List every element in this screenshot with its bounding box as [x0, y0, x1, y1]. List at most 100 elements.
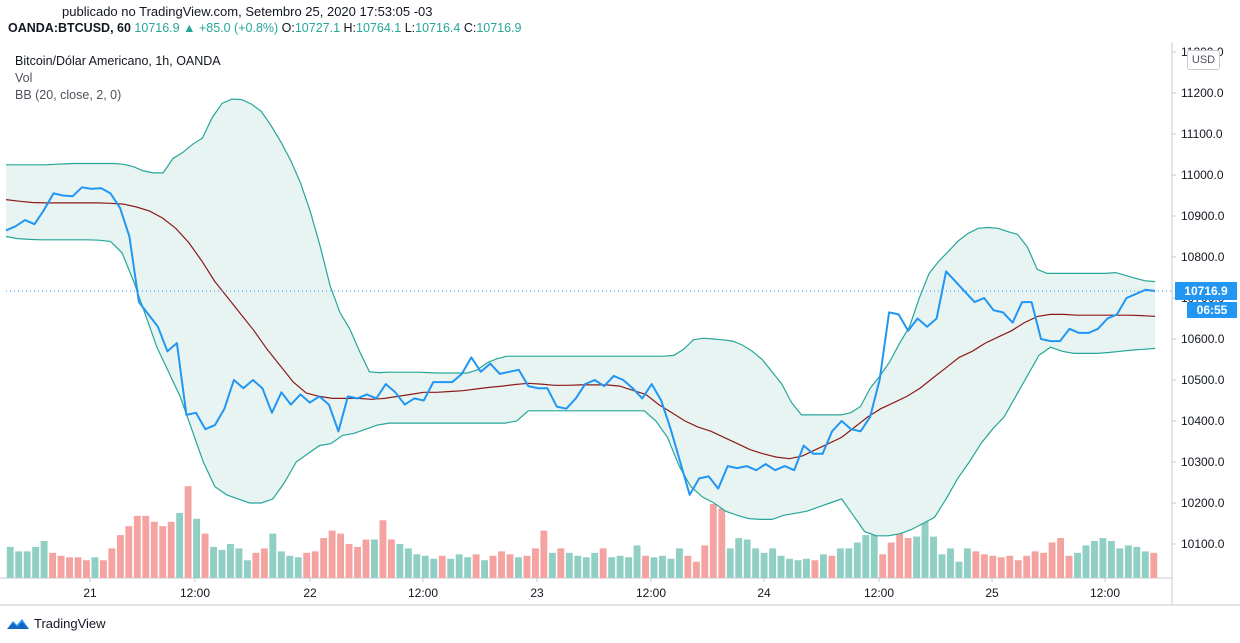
price-tick-label: 11000.0 — [1181, 168, 1224, 182]
volume-bar — [540, 530, 548, 578]
volume-bar — [6, 546, 14, 578]
volume-bar — [1133, 546, 1141, 578]
volume-bar — [531, 548, 539, 578]
time-axis: 21 12:00 22 12:00 23 12:00 24 12:00 25 12:00 — [83, 578, 1120, 600]
volume-bar — [430, 558, 438, 578]
volume-bar — [260, 548, 268, 578]
volume-bar — [896, 527, 904, 578]
volume-bar — [1014, 560, 1022, 578]
currency-badge[interactable]: USD — [1187, 50, 1220, 70]
volume-bar — [125, 526, 133, 578]
chart-legend: Bitcoin/Dólar Americano, 1h, OANDA Vol B… — [15, 53, 221, 104]
price-tick-label: 10600.0 — [1181, 332, 1225, 346]
last-price: 10716.9 — [134, 21, 180, 35]
volume-bar — [116, 535, 124, 578]
price-tick-label: 10800.0 — [1181, 250, 1225, 264]
legend-title[interactable]: Bitcoin/Dólar Americano, 1h, OANDA — [15, 54, 221, 68]
volume-bar — [303, 552, 311, 578]
volume-bar — [481, 560, 489, 578]
volume-bar — [74, 557, 82, 578]
time-tick-label: 12:00 — [864, 586, 894, 600]
last-price-label: 10716.9 — [1175, 282, 1237, 300]
published-caption: publicado no TradingView.com, Setembro 2… — [62, 4, 433, 19]
volume-bar — [40, 541, 48, 578]
time-tick-label: 22 — [303, 586, 317, 600]
volume-bar — [659, 555, 666, 578]
price-tick-label: 10100.0 — [1181, 537, 1225, 551]
volume-bar — [66, 557, 73, 578]
volume-bar — [963, 548, 971, 578]
volume-bar — [159, 526, 167, 578]
volume-bar — [371, 539, 378, 578]
bollinger-bands — [5, 98, 1156, 537]
volume-bar — [387, 539, 395, 578]
volume-bar — [498, 551, 505, 578]
high-value: 10764.1 — [356, 21, 402, 35]
volume-bar — [921, 520, 929, 578]
open-label: O: — [281, 21, 295, 35]
volume-bar — [709, 504, 717, 578]
volume-bar — [582, 557, 590, 578]
volume-bar — [718, 508, 726, 578]
volume-bar — [811, 560, 819, 578]
volume-bar — [1141, 551, 1149, 578]
symbol[interactable]: OANDA:BTCUSD, 60 — [8, 21, 131, 35]
bollinger-fill — [6, 99, 1155, 536]
price-tick-label: 10200.0 — [1181, 496, 1225, 510]
volume-bar — [15, 551, 23, 578]
volume-bar — [997, 557, 1005, 578]
volume-bar — [396, 543, 404, 578]
volume-bar — [1006, 555, 1014, 578]
volume-bar — [354, 546, 361, 578]
volume-bar — [955, 561, 963, 578]
volume-bar — [243, 560, 251, 578]
legend-bollinger[interactable]: BB (20, close, 2, 0) — [15, 88, 122, 102]
volume-bar — [616, 555, 624, 578]
volume-bar — [1065, 555, 1073, 578]
volume-bar — [227, 543, 234, 578]
footer-brand[interactable]: TradingView — [6, 616, 106, 631]
price-tick-label: 10900.0 — [1181, 209, 1225, 223]
price-tick-label: 10500.0 — [1181, 373, 1225, 387]
volume-bar — [947, 548, 954, 578]
volume-bar — [557, 548, 565, 578]
volume-bar — [1150, 552, 1158, 578]
volume-bar — [650, 557, 658, 578]
volume-bar — [49, 552, 57, 578]
volume-bar — [625, 557, 633, 578]
volume-bar — [99, 560, 107, 578]
price-tick-label: 10300.0 — [1181, 455, 1225, 469]
bollinger-lower-line — [5, 235, 1156, 537]
volume-bar — [1107, 541, 1115, 578]
volume-bar — [591, 552, 599, 578]
volume-bar — [743, 539, 751, 578]
volume-bar — [853, 542, 861, 578]
volume-bar — [404, 548, 412, 578]
volume-bar — [523, 555, 531, 578]
volume-bar — [447, 558, 455, 578]
volume-bar — [269, 533, 277, 578]
volume-bar — [1099, 538, 1107, 578]
volume-bar — [438, 555, 446, 578]
volume-bar — [769, 548, 777, 578]
volume-bar — [23, 551, 31, 578]
volume-bar — [913, 536, 921, 578]
volume-bar — [210, 546, 217, 578]
volume-bar — [1023, 555, 1031, 578]
volume-bar — [845, 548, 853, 578]
legend-volume[interactable]: Vol — [15, 71, 33, 85]
volume-bar — [150, 521, 158, 578]
volume-bar — [1116, 548, 1124, 578]
volume-bar — [379, 520, 387, 578]
volume-bar — [642, 555, 649, 578]
volume-bar — [972, 551, 980, 578]
high-label: H: — [343, 21, 357, 35]
volume-bar — [286, 555, 294, 578]
volume-bar — [472, 554, 480, 578]
time-tick-label: 12:00 — [180, 586, 210, 600]
volume-bar — [574, 555, 582, 578]
brand-name: TradingView — [34, 616, 106, 631]
volume-bar — [1124, 545, 1132, 578]
volume-bar — [887, 542, 895, 578]
